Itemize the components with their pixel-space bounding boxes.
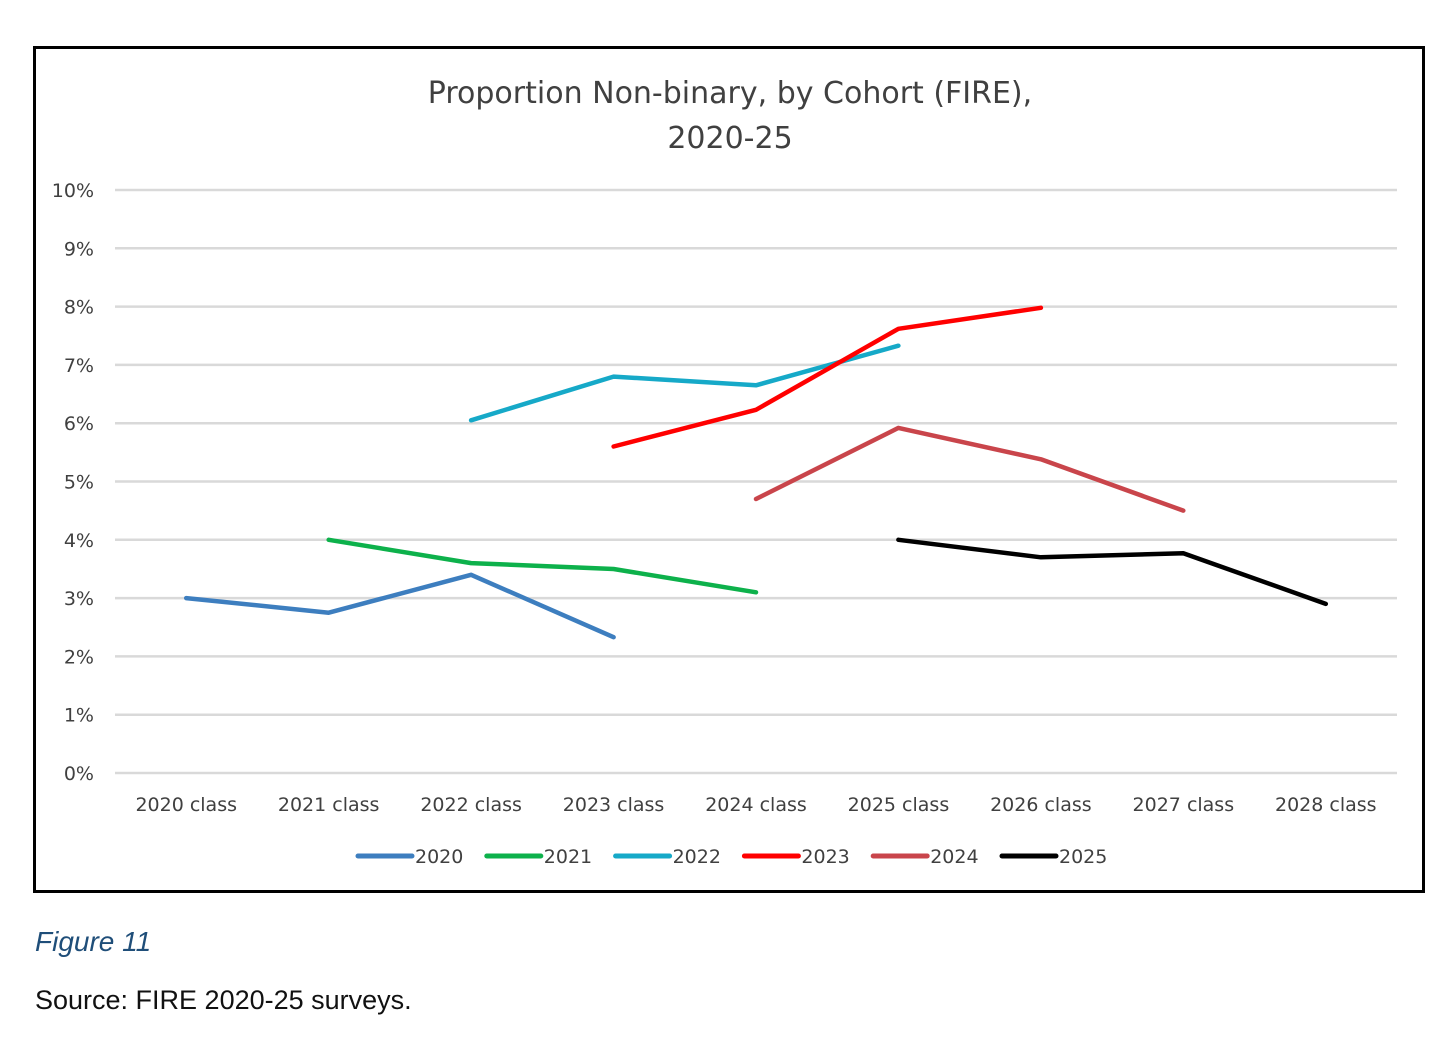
series-line-2025: [896, 537, 1329, 607]
series-line-2021: [326, 537, 759, 595]
legend-label-2022: 2022: [673, 846, 721, 868]
y-tick-label: 5%: [64, 472, 94, 494]
x-tick-label: 2025 class: [848, 794, 950, 816]
figure-caption: Figure 11: [35, 926, 152, 957]
y-tick-label: 9%: [64, 238, 94, 260]
y-tick-label: 3%: [64, 588, 94, 610]
chart-title-line-1: Proportion Non-binary, by Cohort (FIRE),: [428, 76, 1032, 111]
y-axis-ticks: 0% 1% 2% 3% 4% 5% 6% 7% 8% 9% 10%: [52, 180, 94, 785]
y-tick-label: 10%: [52, 180, 94, 202]
x-tick-label: 2027 class: [1133, 794, 1235, 816]
chart-frame: Proportion Non-binary, by Cohort (FIRE),…: [33, 46, 1425, 893]
x-tick-label: 2028 class: [1275, 794, 1377, 816]
x-tick-label: 2024 class: [705, 794, 807, 816]
legend: 2020 2021 2022 2023 2024 2025: [355, 846, 1107, 868]
legend-label-2025: 2025: [1059, 846, 1107, 868]
legend-label-2021: 2021: [544, 846, 592, 868]
y-tick-label: 0%: [64, 763, 94, 785]
chart-title-line-2: 2020-25: [667, 121, 792, 156]
legend-label-2023: 2023: [801, 846, 849, 868]
series-line-2024: [753, 425, 1186, 513]
x-tick-label: 2026 class: [990, 794, 1092, 816]
y-tick-label: 1%: [64, 705, 94, 727]
series-lines: [183, 305, 1329, 640]
legend-label-2024: 2024: [930, 846, 978, 868]
series-line-2020: [183, 572, 616, 640]
legend-label-2020: 2020: [415, 846, 463, 868]
y-tick-label: 7%: [64, 355, 94, 377]
y-tick-label: 8%: [64, 297, 94, 319]
x-tick-label: 2021 class: [278, 794, 380, 816]
line-chart: Proportion Non-binary, by Cohort (FIRE),…: [52, 76, 1397, 868]
gridlines: [115, 188, 1397, 775]
x-tick-label: 2022 class: [420, 794, 522, 816]
y-tick-label: 4%: [64, 530, 94, 552]
y-tick-label: 6%: [64, 413, 94, 435]
y-tick-label: 2%: [64, 646, 94, 668]
x-tick-label: 2023 class: [563, 794, 665, 816]
x-axis-ticks: 2020 class 2021 class 2022 class 2023 class…: [135, 794, 1376, 816]
series-line-2022: [468, 343, 901, 423]
x-tick-label: 2020 class: [135, 794, 237, 816]
series-line-2023: [611, 305, 1044, 449]
source-note: Source: FIRE 2020-25 surveys.: [35, 985, 412, 1015]
